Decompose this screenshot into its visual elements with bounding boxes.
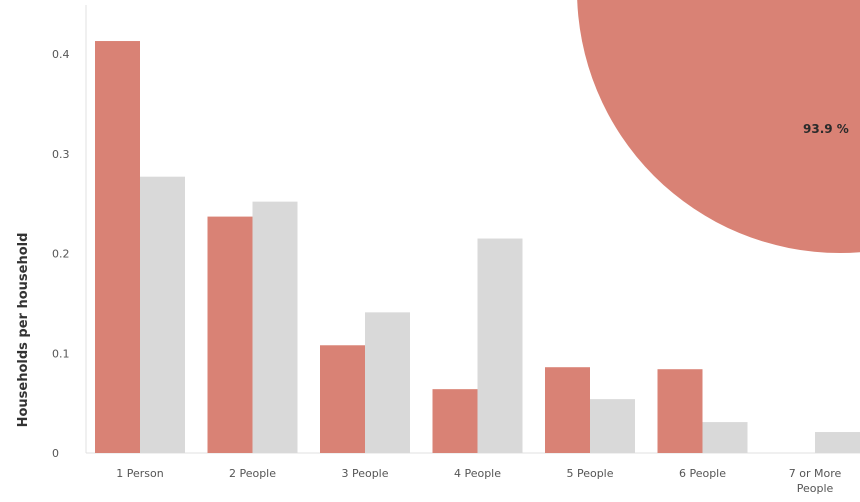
- x-axis-ticks: 1 Person 2 People 3 People 4 People 5 People…: [116, 467, 841, 495]
- bar-series-2: [140, 176, 185, 453]
- x-tick-label: 6 People: [679, 467, 726, 480]
- y-tick-label: 0.1: [52, 347, 70, 360]
- bar-series-1: [432, 389, 478, 453]
- bar-series-1: [545, 367, 590, 453]
- bar-series-2: [365, 312, 410, 453]
- pie-slice-label: 93.9 %: [803, 122, 849, 136]
- bar-series-1: [95, 41, 140, 453]
- bar-series-2: [590, 399, 635, 453]
- x-tick-label: 2 People: [229, 467, 276, 480]
- y-tick-label: 0.3: [52, 148, 70, 161]
- bar-series-2: [815, 432, 860, 453]
- bar-series-1: [320, 345, 365, 453]
- x-tick-label: 5 People: [566, 467, 613, 480]
- y-axis-title: Households per household: [16, 233, 31, 428]
- bar-series-2: [702, 422, 748, 453]
- y-axis-ticks: 0 0.1 0.2 0.3 0.4: [52, 48, 70, 460]
- bars: [95, 41, 860, 453]
- pie-chart: 93.9 %: [577, 0, 860, 253]
- bar-series-1: [657, 369, 703, 453]
- x-tick-label: 7 or More People: [789, 467, 842, 495]
- x-tick-label: 4 People: [454, 467, 501, 480]
- pie-slice: [577, 0, 860, 253]
- bar-series-2: [477, 238, 523, 453]
- y-tick-label: 0.2: [52, 248, 70, 261]
- bar-series-1: [207, 216, 253, 453]
- y-tick-label: 0: [52, 447, 59, 460]
- x-tick-label: 1 Person: [116, 467, 163, 480]
- bar-series-2: [252, 201, 298, 453]
- x-tick-label: 3 People: [341, 467, 388, 480]
- y-tick-label: 0.4: [52, 48, 70, 61]
